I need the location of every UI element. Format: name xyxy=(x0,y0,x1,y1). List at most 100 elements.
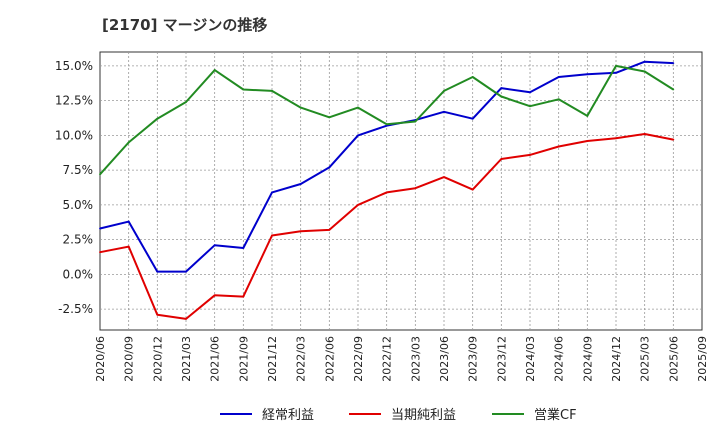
data-point xyxy=(443,176,445,179)
x-tick-label: 2024/09 xyxy=(581,336,594,382)
data-point xyxy=(99,173,101,176)
data-point xyxy=(672,62,675,65)
y-tick-label: 7.5% xyxy=(63,163,94,177)
chart-title: [2170] マージンの推移 xyxy=(102,16,268,34)
series-lines xyxy=(99,60,675,320)
data-point xyxy=(328,229,331,231)
data-point xyxy=(357,106,359,109)
data-point xyxy=(586,115,589,117)
x-axis-ticks: 2020/06 2020/09 2020/12 2021/03 2021/06 2021/… xyxy=(94,336,709,382)
x-tick-label: 2023/12 xyxy=(495,336,508,382)
data-point xyxy=(414,120,417,123)
x-tick-label: 2023/03 xyxy=(409,336,422,382)
data-point xyxy=(643,133,646,135)
data-point xyxy=(299,230,302,233)
legend-label: 経常利益 xyxy=(262,408,314,423)
x-tick-label: 2020/06 xyxy=(94,336,107,382)
data-point xyxy=(271,234,273,237)
data-point xyxy=(529,153,531,156)
x-tick-label: 2022/06 xyxy=(323,336,336,382)
data-point xyxy=(643,70,646,73)
x-tick-label: 2020/09 xyxy=(123,336,136,382)
y-axis-ticks: -2.5% 0.0% 2.5% 5.0% 7.5% 10.0% 12.5% 15.0% xyxy=(55,59,93,316)
data-point xyxy=(471,76,474,78)
data-point xyxy=(127,245,130,248)
data-point xyxy=(615,71,617,74)
data-point xyxy=(643,60,646,63)
x-tick-label: 2021/06 xyxy=(209,336,222,382)
data-point xyxy=(586,73,589,76)
data-point xyxy=(185,101,187,103)
data-point xyxy=(672,88,675,91)
data-point xyxy=(615,137,617,140)
data-point xyxy=(357,134,359,137)
x-tick-label: 2024/03 xyxy=(524,336,537,382)
data-point xyxy=(529,105,531,108)
data-point xyxy=(156,313,159,316)
data-point xyxy=(357,204,359,206)
y-tick-label: 10.0% xyxy=(55,128,93,142)
x-tick-label: 2025/03 xyxy=(639,336,652,382)
data-point xyxy=(414,187,417,190)
x-tick-label: 2024/12 xyxy=(610,336,623,382)
data-point xyxy=(127,141,130,144)
data-point xyxy=(471,117,474,120)
data-point xyxy=(127,220,130,223)
data-point xyxy=(213,69,216,71)
data-point xyxy=(471,188,474,191)
data-point xyxy=(99,251,101,254)
data-point xyxy=(500,95,503,98)
data-point xyxy=(385,123,388,126)
x-tick-label: 2022/12 xyxy=(381,336,394,382)
x-tick-label: 2021/03 xyxy=(180,336,193,382)
data-point xyxy=(385,191,388,194)
data-point xyxy=(299,106,302,109)
y-tick-label: 5.0% xyxy=(63,198,94,212)
data-point xyxy=(156,270,159,273)
x-tick-label: 2022/09 xyxy=(352,336,365,382)
data-point xyxy=(586,140,589,142)
data-point xyxy=(500,87,503,90)
data-point xyxy=(213,244,216,247)
x-tick-label: 2024/06 xyxy=(553,336,566,382)
x-tick-label: 2021/12 xyxy=(266,336,279,382)
data-point xyxy=(557,76,560,78)
data-point xyxy=(557,145,560,148)
grid-lines xyxy=(100,52,702,330)
data-point xyxy=(156,117,159,120)
data-point xyxy=(443,110,445,113)
y-tick-label: 12.5% xyxy=(55,94,93,108)
data-point xyxy=(672,138,675,141)
legend-label: 営業CF xyxy=(534,407,577,423)
y-tick-label: 15.0% xyxy=(55,59,93,73)
data-point xyxy=(328,166,331,169)
data-point xyxy=(242,247,245,249)
data-point xyxy=(213,294,216,297)
x-tick-label: 2023/06 xyxy=(438,336,451,382)
x-tick-label: 2023/09 xyxy=(467,336,480,382)
legend-label: 当期純利益 xyxy=(391,408,456,423)
data-point xyxy=(299,183,302,185)
data-point xyxy=(615,65,617,67)
y-tick-label: 0.0% xyxy=(63,267,94,281)
legend: 経常利益 当期純利益 営業CF xyxy=(220,407,577,423)
x-tick-label: 2020/12 xyxy=(151,336,164,382)
x-tick-label: 2022/03 xyxy=(295,336,308,382)
data-point xyxy=(271,191,273,194)
data-point xyxy=(242,295,245,298)
y-tick-label: 2.5% xyxy=(63,233,94,247)
data-point xyxy=(271,90,273,92)
x-tick-label: 2021/09 xyxy=(237,336,250,382)
data-point xyxy=(185,270,187,273)
data-point xyxy=(443,90,445,92)
data-point xyxy=(99,227,101,230)
data-point xyxy=(242,88,245,91)
data-point xyxy=(185,317,187,320)
x-tick-label: 2025/06 xyxy=(667,336,680,382)
data-point xyxy=(328,116,331,119)
y-tick-label: -2.5% xyxy=(58,302,93,316)
data-point xyxy=(529,91,531,94)
x-tick-label: 2025/09 xyxy=(696,336,709,382)
data-point xyxy=(500,158,503,160)
